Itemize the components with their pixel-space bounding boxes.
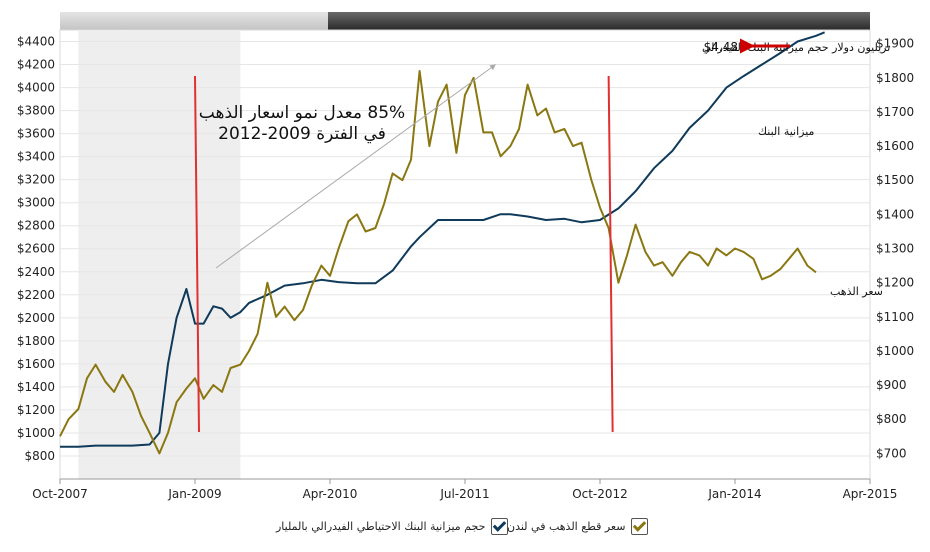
legend-check-icon[interactable] xyxy=(491,518,509,535)
peak-text-annotation: تريليون دولار حجم ميزانية البنك الفيدرال… xyxy=(702,41,890,54)
left-tick-label: $3600 xyxy=(17,127,55,141)
left-tick-label: $3200 xyxy=(17,173,55,187)
right-tick-label: $1700 xyxy=(876,105,914,119)
x-tick-label: Jul-2011 xyxy=(439,487,489,501)
x-tick-label: Oct-2007 xyxy=(32,487,88,501)
right-tick-label: $1300 xyxy=(876,242,914,256)
right-tick-label: $1900 xyxy=(876,37,914,51)
x-tick-label: Jan-2014 xyxy=(707,487,761,501)
series-group xyxy=(59,31,825,455)
vertical-marker-line xyxy=(607,75,614,433)
legend-item-gold[interactable]: سعر قطع الذهب في لندن xyxy=(507,518,649,535)
right-tick-label: $900 xyxy=(876,378,907,392)
right-tick-label: $1600 xyxy=(876,139,914,153)
x-tick-label: Oct-2012 xyxy=(572,487,628,501)
left-tick-label: $1000 xyxy=(17,426,55,440)
growth-annotation-line2: في الفترة 2009-2012 xyxy=(218,124,386,144)
left-tick-label: $2400 xyxy=(17,265,55,279)
left-tick-label: $1800 xyxy=(17,334,55,348)
series-line-balance[interactable] xyxy=(60,31,825,448)
left-tick-label: $2200 xyxy=(17,288,55,302)
right-tick-label: $1100 xyxy=(876,310,914,324)
right-tick-label: $800 xyxy=(876,412,907,426)
vertical-marker-line xyxy=(194,75,200,433)
left-tick-label: $3800 xyxy=(17,104,55,118)
left-tick-label: $4400 xyxy=(17,35,55,49)
right-tick-label: $1200 xyxy=(876,276,914,290)
left-tick-label: $2800 xyxy=(17,219,55,233)
left-tick-label: $1600 xyxy=(17,357,55,371)
navigator-handle[interactable] xyxy=(60,12,328,30)
right-tick-label: $1000 xyxy=(876,344,914,358)
left-axis: $800 $1000 $1200 $1400 $1600 $1800 $2000 $2200 $… xyxy=(17,35,55,463)
vertical-markers xyxy=(194,75,614,433)
left-tick-label: $2000 xyxy=(17,311,55,325)
x-axis: Oct-2007 Jan-2009 Apr-2010 Jul-2011 Oct-2012… xyxy=(32,479,897,501)
x-tick-label: Apr-2010 xyxy=(303,487,358,501)
left-tick-label: $2600 xyxy=(17,242,55,256)
right-axis: $700 $800 $900 $1000 $1100 $1200 $1300 $1400 $15… xyxy=(876,37,914,461)
right-tick-label: $1500 xyxy=(876,173,914,187)
grid xyxy=(60,41,870,457)
x-tick-label: Jan-2009 xyxy=(167,487,221,501)
x-tick-label: Apr-2015 xyxy=(843,487,898,501)
legend-label-gold: سعر قطع الذهب في لندن xyxy=(507,520,626,533)
balance-series-label: ميزانية البنك xyxy=(758,125,815,138)
legend-check-icon[interactable] xyxy=(631,518,649,535)
shaded-region xyxy=(78,30,241,479)
growth-annotation-line1: 85% معدل نمو اسعار الذهب xyxy=(199,103,405,123)
left-tick-label: $800 xyxy=(24,449,55,463)
trend-arrow xyxy=(215,64,496,269)
left-tick-label: $4000 xyxy=(17,81,55,95)
legend: حجم ميزانية البنك الاحتياطي الفيدرالي با… xyxy=(0,516,930,540)
series-line-gold[interactable] xyxy=(59,70,817,455)
legend-item-balance[interactable]: حجم ميزانية البنك الاحتياطي الفيدرالي با… xyxy=(276,518,509,535)
legend-label-balance: حجم ميزانية البنك الاحتياطي الفيدرالي با… xyxy=(276,520,486,533)
left-tick-label: $1400 xyxy=(17,380,55,394)
left-tick-label: $3000 xyxy=(17,196,55,210)
left-tick-label: $1200 xyxy=(17,403,55,417)
gold-series-label: سعر الذهب xyxy=(830,285,883,298)
left-tick-label: $4200 xyxy=(17,58,55,72)
peak-value-annotation: $4.48 xyxy=(704,40,738,54)
right-tick-label: $1800 xyxy=(876,71,914,85)
right-tick-label: $700 xyxy=(876,446,907,460)
right-tick-label: $1400 xyxy=(876,207,914,221)
left-tick-label: $3400 xyxy=(17,150,55,164)
